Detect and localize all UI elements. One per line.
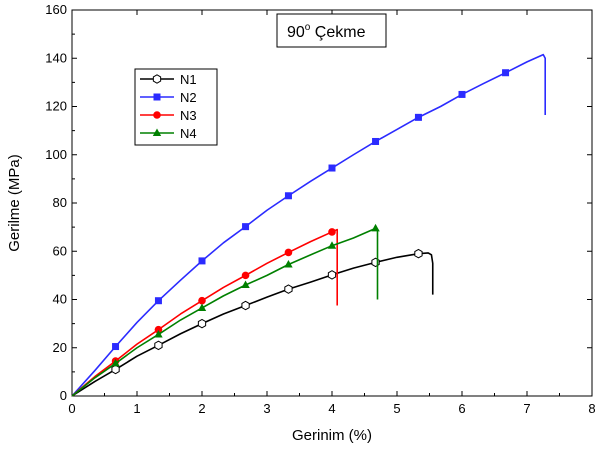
x-tick-label: 3 — [263, 401, 270, 416]
title-box-frame — [276, 13, 387, 48]
x-tick-label: 1 — [133, 401, 140, 416]
y-tick-label: 20 — [53, 340, 67, 355]
legend-label-n3: N3 — [180, 108, 197, 123]
series-n1 — [71, 248, 434, 397]
data-point-n2 — [372, 137, 380, 145]
legend-marker-n1 — [152, 74, 162, 84]
title-box: 90o Çekme — [276, 13, 387, 48]
x-tick-label: 2 — [198, 401, 205, 416]
x-tick-label: 4 — [328, 401, 335, 416]
y-tick-label: 80 — [53, 195, 67, 210]
data-point-n1 — [241, 300, 250, 311]
y-tick-label: 40 — [53, 292, 67, 307]
data-point-n3 — [328, 228, 336, 236]
legend-label-n1: N1 — [180, 72, 197, 87]
data-point-n4 — [371, 223, 380, 232]
data-point-n4 — [284, 260, 293, 268]
y-tick-label: 60 — [53, 243, 67, 258]
legend-marker-n4 — [152, 128, 162, 136]
y-tick-label: 120 — [45, 99, 67, 114]
data-point-n1 — [327, 270, 337, 280]
legend-marker-n3 — [153, 111, 161, 119]
legend-label-n2: N2 — [180, 90, 197, 105]
data-point-n1 — [197, 318, 207, 329]
legend-item-n3: N3 — [140, 108, 197, 123]
data-point-n3 — [198, 296, 206, 305]
legend-marker-n2 — [153, 93, 161, 101]
x-tick-label: 6 — [458, 401, 465, 416]
series-group — [71, 53, 547, 397]
data-point-n1 — [154, 340, 163, 351]
data-point-n3 — [284, 248, 293, 257]
data-point-n2 — [414, 113, 422, 121]
series-line-n1 — [71, 252, 434, 397]
x-tick-label: 5 — [393, 401, 400, 416]
data-point-n2 — [112, 343, 120, 351]
y-tick-label: 100 — [45, 147, 67, 162]
legend-item-n2: N2 — [140, 90, 197, 105]
data-point-n1 — [284, 284, 293, 294]
data-point-n1 — [111, 364, 120, 375]
series-line-n3 — [71, 228, 339, 397]
legend: N1 N2 N3 N4 — [134, 68, 218, 146]
data-point-n4 — [327, 241, 337, 249]
x-tick-label: 8 — [588, 401, 595, 416]
series-n2 — [71, 53, 547, 397]
series-n4 — [71, 223, 380, 397]
x-tick-label: 7 — [523, 401, 530, 416]
data-point-n4 — [241, 280, 250, 289]
data-point-n2 — [502, 69, 510, 77]
data-point-n2 — [284, 192, 292, 200]
data-point-n4 — [197, 303, 207, 311]
data-point-n4 — [111, 358, 120, 367]
x-tick-label: 0 — [68, 401, 75, 416]
data-point-n4 — [154, 329, 163, 338]
legend-label-n4: N4 — [180, 126, 197, 141]
title-number: 90 — [287, 24, 305, 41]
data-point-n2 — [198, 257, 206, 265]
data-point-n2 — [328, 164, 336, 172]
y-axis-title: Gerilme (MPa) — [6, 154, 23, 252]
legend-item-n4: N4 — [140, 126, 197, 141]
data-point-n2 — [458, 90, 466, 98]
y-tick-label: 140 — [45, 50, 67, 65]
title-degree: o — [305, 22, 311, 33]
data-point-n3 — [154, 325, 163, 334]
title-word: Çekme — [310, 24, 365, 41]
data-point-n2 — [242, 223, 250, 231]
data-point-n1 — [414, 248, 423, 259]
chart-title: 90o Çekme — [287, 22, 366, 41]
x-axis-title: Gerinim (%) — [292, 427, 372, 444]
y-tick-label: 0 — [60, 388, 67, 403]
data-point-n2 — [154, 297, 162, 305]
legend-item-n1: N1 — [140, 72, 197, 87]
data-point-n3 — [241, 271, 250, 280]
y-tick-label: 160 — [45, 2, 67, 17]
